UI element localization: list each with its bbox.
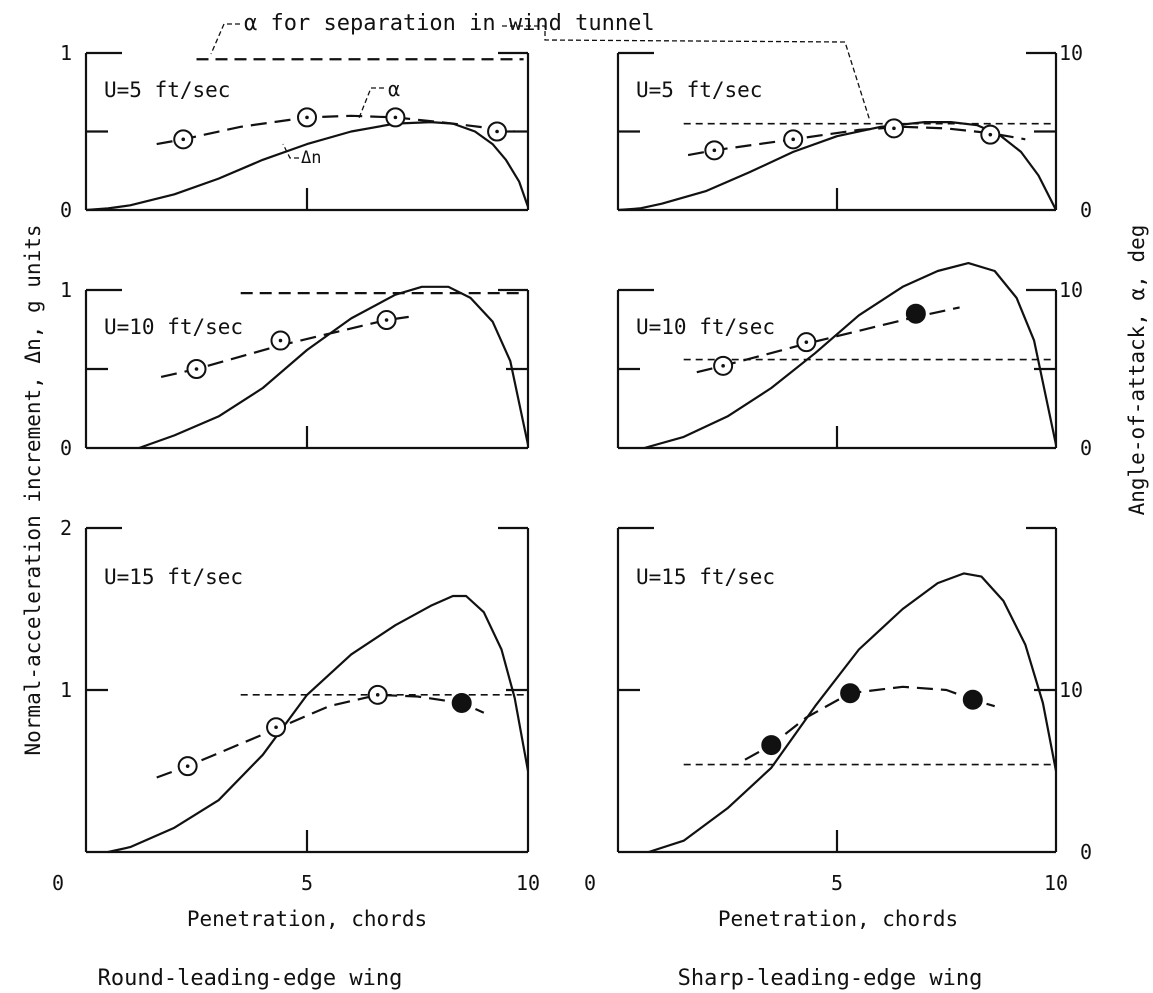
y-tick-label-right: 10: [1059, 278, 1083, 302]
y-tick-label-left: 1: [60, 678, 72, 702]
y-axis-label-left: Normal-acceleration increment, Δn, g uni…: [21, 224, 45, 755]
alpha-point-filled: [451, 692, 472, 713]
x-tick-label: 5: [301, 871, 313, 895]
alpha-leader: [358, 87, 384, 119]
y-tick-label-left: 2: [60, 516, 72, 540]
y-tick-label-right: 0: [1080, 436, 1092, 460]
alpha-curve: [696, 306, 960, 374]
delta-n-curve: [85, 121, 530, 212]
alpha-point-filled: [905, 303, 926, 324]
alpha-point-center-dot: [274, 725, 278, 730]
alpha-point-center-dot: [892, 126, 896, 131]
y-tick-label-right: 10: [1059, 41, 1083, 65]
alpha-point-center-dot: [721, 364, 725, 368]
alpha-point-center-dot: [393, 115, 398, 120]
alpha-point-center-dot: [712, 148, 717, 153]
x-tick-label: 0: [584, 871, 596, 895]
alpha-point-center-dot: [194, 367, 199, 371]
y-tick-label-right: 0: [1080, 840, 1092, 864]
alpha-point-filled: [761, 735, 782, 756]
left-column-title: Round-leading-edge wing: [98, 966, 403, 991]
x-tick-label: 10: [1044, 871, 1068, 895]
panel-label: U=10 ft/sec: [104, 315, 243, 339]
delta-n-curve: [644, 262, 1058, 450]
alpha-point-center-dot: [988, 132, 993, 137]
right-column-title: Sharp-leading-edge wing: [678, 966, 983, 991]
delta-n-curve: [648, 572, 1058, 854]
y-axis-label-right: Angle-of-attack, α, deg: [1125, 225, 1149, 516]
alpha-point-center-dot: [384, 318, 389, 322]
alpha-point-center-dot: [791, 137, 795, 142]
panel-label: U=15 ft/sec: [636, 565, 775, 589]
alpha-curve-annotation: α: [388, 77, 400, 101]
alpha-point-filled: [840, 683, 861, 704]
alpha-curve: [744, 685, 996, 761]
y-tick-label-left: 1: [60, 278, 72, 302]
separation-leader-right: [502, 25, 871, 122]
panel-label: U=5 ft/sec: [104, 78, 230, 102]
y-tick-label-right: 10: [1059, 678, 1083, 702]
x-tick-label: 5: [831, 871, 843, 895]
x-tick-label: 10: [516, 871, 540, 895]
dn-leader: [282, 143, 299, 159]
alpha-curve: [156, 114, 515, 146]
x-axis-label-right: Penetration, chords: [718, 907, 958, 931]
delta-n-curve: [617, 121, 1057, 212]
separation-leader-left: [210, 23, 240, 55]
alpha-point-center-dot: [185, 764, 190, 768]
alpha-point-center-dot: [375, 693, 380, 697]
y-tick-label-right: 0: [1080, 198, 1092, 222]
delta-n-curve: [107, 594, 530, 854]
panel-label: U=10 ft/sec: [636, 315, 775, 339]
y-tick-label-left: 0: [60, 198, 72, 222]
y-tick-label-left: 0: [60, 436, 72, 460]
alpha-curve: [156, 693, 485, 779]
panel-label: U=15 ft/sec: [104, 565, 243, 589]
alpha-point-center-dot: [181, 137, 186, 142]
x-axis-label-left: Penetration, chords: [187, 907, 427, 931]
alpha-point-filled: [962, 689, 983, 710]
alpha-curve: [687, 125, 1026, 157]
separation-annotation: α for separation in wind tunnel: [244, 11, 655, 36]
delta-n-curve: [138, 285, 530, 450]
alpha-point-center-dot: [278, 338, 283, 343]
alpha-point-center-dot: [305, 115, 309, 120]
x-tick-label: 0: [52, 871, 64, 895]
dn-curve-annotation: Δn: [301, 148, 321, 168]
y-tick-label-left: 1: [60, 41, 72, 65]
alpha-point-center-dot: [495, 129, 499, 134]
panel-label: U=5 ft/sec: [636, 78, 762, 102]
alpha-point-center-dot: [804, 340, 809, 344]
